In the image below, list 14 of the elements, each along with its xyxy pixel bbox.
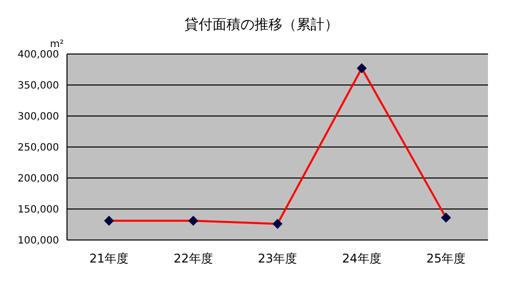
x-tick-label: 24年度 [342,252,382,266]
y-tick-label: 350,000 [18,80,59,92]
x-tick-label: 21年度 [89,252,129,266]
x-tick-label: 23年度 [258,252,298,266]
y-tick-label: 400,000 [18,50,59,61]
y-tick-label: 300,000 [18,112,59,123]
x-tick-label: 22年度 [174,252,213,266]
y-tick-label: 150,000 [18,204,59,216]
chart-title: 貸付面積の推移（累計） [184,16,340,34]
y-tick-label: 200,000 [18,174,59,185]
y-tick-label: 250,000 [18,142,59,154]
y-axis-title: m² [50,39,64,50]
y-tick-label: 100,000 [18,236,59,247]
x-tick-label: 25年度 [426,252,466,266]
